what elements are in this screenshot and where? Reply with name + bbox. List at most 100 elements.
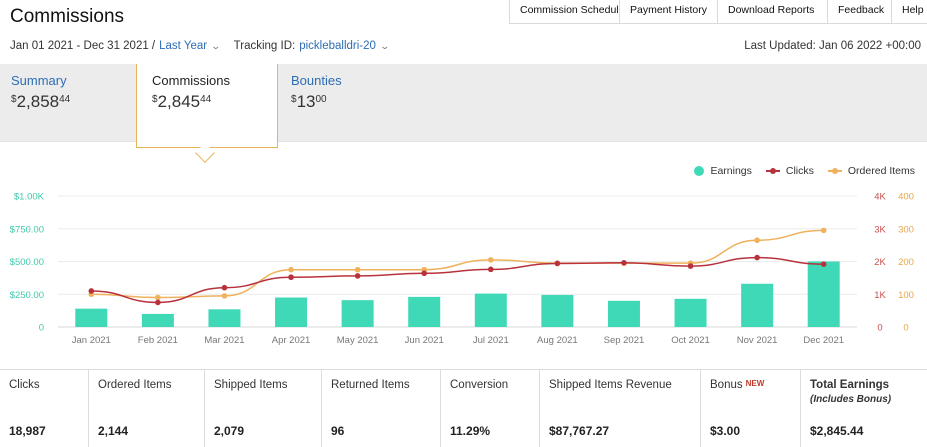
tab-commissions-value: $2,84544 <box>152 92 212 111</box>
earnings-bar <box>341 300 374 327</box>
tab-bounties-value: $1300 <box>291 92 327 111</box>
stat-clicks: Clicks 18,987 <box>0 370 89 447</box>
clicks-line <box>91 256 824 304</box>
legend-ordered-items[interactable]: Ordered Items <box>827 165 915 177</box>
y-tick-left: 0 <box>39 323 44 334</box>
x-tick-label: Nov 2021 <box>737 335 778 346</box>
top-nav: Commission Schedule Payment History Down… <box>509 0 927 24</box>
y-tick-right-ordered: 0 <box>903 323 908 334</box>
clicks-point <box>754 254 760 261</box>
clicks-swatch-icon <box>765 168 780 174</box>
stat-shipped-items: Shipped Items 2,079 <box>205 370 322 447</box>
ordered-items-point <box>155 294 161 301</box>
ordered-items-swatch-icon <box>827 168 842 174</box>
ordered-items-point <box>221 293 228 299</box>
x-tick-label: Oct 2021 <box>671 335 710 346</box>
x-tick-label: Mar 2021 <box>204 335 244 346</box>
stat-conversion: Conversion 11.29% <box>441 370 540 447</box>
x-tick-label: Feb 2021 <box>138 335 178 346</box>
y-tick-right-ordered: 400 <box>898 192 914 203</box>
stat-ordered-items: Ordered Items 2,144 <box>89 370 205 447</box>
x-tick-label: Jun 2021 <box>405 335 444 346</box>
earnings-bar <box>607 300 640 327</box>
earnings-swatch-icon <box>694 166 705 176</box>
chevron-down-icon[interactable]: ⌄ <box>210 40 222 51</box>
new-badge: NEW <box>745 379 765 388</box>
tab-bounties[interactable]: Bounties $1300 <box>280 64 420 142</box>
clicks-point <box>621 260 627 266</box>
period-selector[interactable]: Last Year <box>159 40 208 52</box>
y-tick-left: $1.00K <box>14 192 45 203</box>
stat-returned-items: Returned Items 96 <box>322 370 441 447</box>
ordered-items-point <box>487 257 494 263</box>
clicks-point <box>88 288 95 294</box>
earnings-bar <box>541 294 574 327</box>
ordered-items-point <box>288 266 294 273</box>
tab-commissions[interactable]: Commissions $2,84544 <box>136 64 278 148</box>
x-tick-label: May 2021 <box>337 335 379 346</box>
clicks-point <box>155 299 161 306</box>
ordered-items-line <box>91 229 824 299</box>
y-tick-left: $500.00 <box>10 257 44 268</box>
summary-band: Summary $2,85844 Commissions $2,84544 Bo… <box>0 64 927 148</box>
chart-legend: Earnings Clicks Ordered Items <box>680 165 915 177</box>
y-tick-right-clicks: 2K <box>874 257 886 268</box>
y-tick-right-ordered: 100 <box>898 290 914 301</box>
y-tick-left: $250.00 <box>10 290 44 301</box>
tab-summary[interactable]: Summary $2,85844 <box>0 64 136 142</box>
clicks-point <box>421 270 428 277</box>
clicks-point <box>554 260 561 267</box>
download-reports-tab[interactable]: Download Reports <box>717 0 827 24</box>
earnings-bar <box>807 261 840 327</box>
chevron-down-icon[interactable]: ⌄ <box>379 40 390 51</box>
tab-summary-label: Summary <box>11 73 67 88</box>
ordered-items-point <box>354 266 361 273</box>
earnings-bar <box>208 309 241 327</box>
clicks-point <box>487 266 494 273</box>
y-tick-right-clicks: 0 <box>877 323 882 334</box>
clicks-point <box>354 273 361 279</box>
y-tick-right-clicks: 4K <box>874 192 886 203</box>
earnings-bar <box>75 308 108 327</box>
tab-bounties-label: Bounties <box>291 73 342 88</box>
tab-summary-value: $2,85844 <box>11 92 71 111</box>
x-tick-label: Dec 2021 <box>803 335 844 346</box>
y-tick-left: $750.00 <box>10 224 44 235</box>
payment-history-tab[interactable]: Payment History <box>619 0 717 24</box>
y-tick-right-ordered: 200 <box>898 257 914 268</box>
tab-commissions-label: Commissions <box>152 73 231 88</box>
clicks-point <box>687 263 694 269</box>
stats-row: Clicks 18,987 Ordered Items 2,144 Shippe… <box>0 369 927 447</box>
earnings-bar <box>741 283 774 327</box>
x-tick-label: Jul 2021 <box>473 335 509 346</box>
commission-schedule-tab[interactable]: Commission Schedule <box>509 0 624 24</box>
earnings-bar <box>474 293 507 327</box>
earnings-bar <box>674 298 707 327</box>
earnings-bar <box>141 313 174 327</box>
ordered-items-point <box>820 227 827 234</box>
help-tab[interactable]: Help <box>891 0 927 24</box>
date-range: Jan 01 2021 - Dec 31 2021 / <box>10 40 156 52</box>
y-tick-right-clicks: 1K <box>874 290 886 301</box>
x-tick-label: Sep 2021 <box>604 335 645 346</box>
legend-clicks[interactable]: Clicks <box>765 165 814 177</box>
feedback-tab[interactable]: Feedback <box>827 0 891 24</box>
earnings-bar <box>408 296 441 327</box>
earnings-bar <box>275 297 308 327</box>
stat-shipped-items-revenue: Shipped Items Revenue $87,767.27 <box>540 370 701 447</box>
clicks-point <box>820 261 827 267</box>
legend-earnings[interactable]: Earnings <box>694 165 752 177</box>
clicks-point <box>221 284 228 291</box>
ordered-items-point <box>754 237 760 244</box>
y-tick-right-ordered: 300 <box>898 224 914 235</box>
tracking-id-label: Tracking ID: <box>233 40 296 52</box>
commissions-chart: 0 $250.00 $500.00 $750.00 $1.00K 0 1K 2K 3K 4K 0 10… <box>10 192 914 347</box>
tracking-id-selector[interactable]: pickleballdri-20 <box>299 40 376 52</box>
page-title: Commissions <box>10 6 125 27</box>
filter-row: Jan 01 2021 - Dec 31 2021 / Last Year ⌄ … <box>10 40 390 52</box>
stat-bonus: Bonus NEW $3.00 <box>701 370 801 447</box>
x-tick-label: Apr 2021 <box>272 335 311 346</box>
x-tick-label: Aug 2021 <box>537 335 578 346</box>
clicks-point <box>288 274 294 281</box>
x-tick-label: Jan 2021 <box>72 335 111 346</box>
